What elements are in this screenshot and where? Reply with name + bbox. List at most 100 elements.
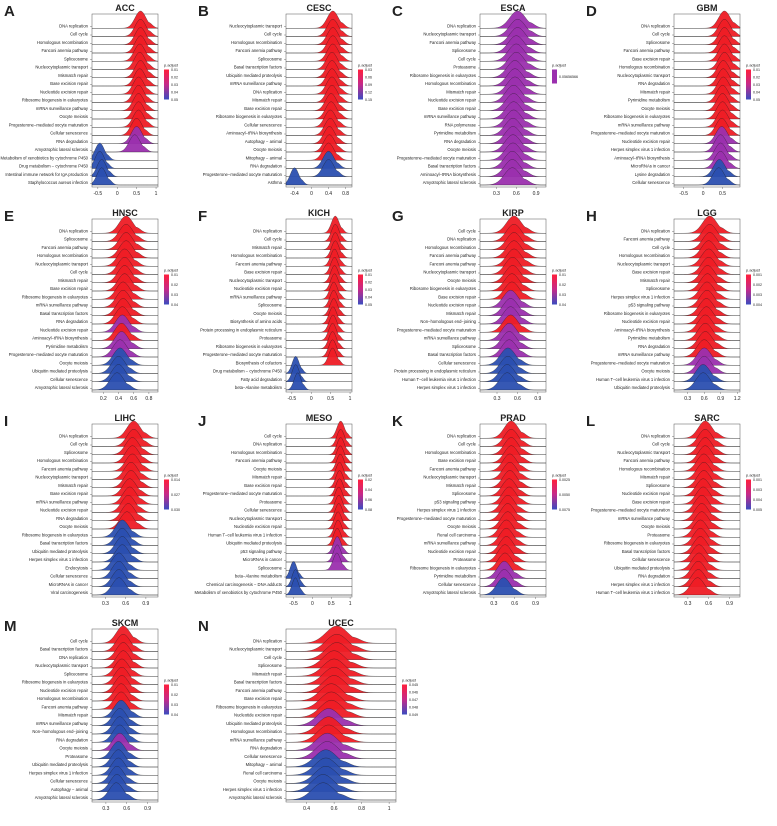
row-label: Base excision repair [632,499,670,504]
ridge-4 [674,445,740,464]
row-label: Cellular senescence [50,779,88,784]
panel-title: GBM [697,3,718,13]
row-label: Ubiquitin mediated proteolysis [226,721,282,726]
row-label: Nucleotide excision repair [234,524,283,529]
ridge-14 [91,733,158,751]
legend-tick-label: 0.045 [409,683,418,687]
row-label: Ubiquitin mediated proteolysis [32,762,88,767]
row-label: Mismatch repair [58,483,88,488]
panel-title: SARC [694,413,720,423]
row-label: Nucleotide excision repair [428,303,477,308]
row-label: Ribosome biogenesis in eukaryotes [216,704,282,709]
row-label: Herpes simplex virus 1 infection [223,787,283,792]
row-label: Chemical carcinogenesis − DNA adducts [206,582,282,587]
row-label: RNA degradation [250,746,283,751]
ridge-3 [286,437,353,455]
row-label: Ribosome biogenesis in eukaryotes [604,541,670,546]
row-label: Homologous recombination [37,40,89,45]
panel-title: LIHC [115,413,136,423]
x-tick-label: -0.5 [288,396,297,402]
ridge-10 [673,495,740,513]
ridge-12 [286,101,353,120]
row-label: Oocyte meiosis [253,311,282,316]
row-label: Proteasome [647,532,670,537]
row-label: Progesterone−mediated oocyte maturation [203,491,283,496]
legend-tick-label: 0.01 [171,68,178,72]
legend-title: p.adjust [746,473,761,478]
legend-tick-label: 0.06 [365,498,372,502]
legend-colorbar [164,684,169,715]
ridge-12 [479,306,546,325]
x-tick-label: 0.9 [534,396,541,402]
legend-title: p.adjust [164,678,179,683]
ridge-8 [673,478,740,497]
row-label: Drug metabolism − cytochrome P450 [213,369,283,374]
legend-colorbar [358,69,363,100]
legend-tick-label: 0.02 [171,283,178,287]
row-label: DNA replication [447,237,477,242]
ridge-13 [91,724,158,743]
ridge-18 [91,766,158,784]
ridge-20 [285,372,352,391]
legend-tick-label: 0.03 [365,68,372,72]
ridge-1 [92,10,159,29]
ridge-2 [480,19,547,37]
row-label: Amyotrophic lateral sclerosis [423,590,476,595]
ridge-13 [286,109,353,128]
row-label: Herpes simplex virus 1 infection [417,385,477,390]
legend-title: p.adjust [358,473,373,478]
row-label: Base excision repair [244,696,282,701]
row-label: Fanconi anemia pathway [41,704,88,709]
row-label: Cell cycle [458,56,477,61]
row-label: Ribosome biogenesis in eukaryotes [216,344,282,349]
row-label: Mismatch repair [446,311,476,316]
legend-tick-label: 0.12 [365,91,372,95]
ridge-16 [674,339,740,358]
ridge-12 [92,306,158,325]
row-label: mRNA surveillance pathway [36,106,89,111]
ridge-2 [92,429,159,447]
ridge-12 [92,511,158,530]
ridge-19 [673,364,740,382]
x-tick-label: 1.2 [734,396,741,402]
row-label: Spliceosome [646,483,671,488]
legend-tick-label: 0.0025 [559,478,570,482]
ridge-5 [92,658,158,677]
x-tick-label: 0.4 [115,396,122,402]
row-label: Oocyte meiosis [641,106,670,111]
row-label: Base excision repair [244,106,282,111]
ridge-1 [480,10,547,29]
ridge-20 [673,577,740,596]
row-label: DNA replication [447,433,477,438]
row-label: Oocyte meiosis [641,369,670,374]
row-label: Herpes simplex virus 1 infection [29,557,89,562]
row-label: Ribosome biogenesis in eukaryotes [216,114,282,119]
ridge-15 [92,126,159,144]
ridge-5 [480,453,546,472]
row-label: Spliceosome [646,286,671,291]
panel-letter: J [198,413,206,430]
row-label: Fanconi anemia pathway [235,688,282,693]
row-label: MicroRNAs in cancer [243,557,283,562]
row-label: DNA replication [641,433,671,438]
x-tick-label: 0 [702,191,705,197]
row-label: Nucleocytoplasmic transport [35,65,88,70]
ridge-11 [479,298,546,316]
ridge-20 [91,372,158,391]
x-tick-label: 0.9 [142,601,149,607]
legend-title: p.adjust [164,63,179,68]
x-tick-label: 0 [310,396,313,402]
x-tick-label: -0.4 [290,191,299,197]
row-label: Cell cycle [458,442,477,447]
row-label: Mismatch repair [640,278,670,283]
x-tick-label: 0.5 [327,396,334,402]
ridge-16 [91,339,158,358]
row-label: DNA replication [59,228,89,233]
row-label: RNA degradation [638,81,671,86]
ridge-18 [479,561,546,579]
x-tick-label: 0.3 [102,806,109,812]
legend-title: p.adjust [402,678,417,683]
panel-letter: E [4,208,14,225]
row-label: Progesterone−mediated oocyte maturation [397,516,477,521]
